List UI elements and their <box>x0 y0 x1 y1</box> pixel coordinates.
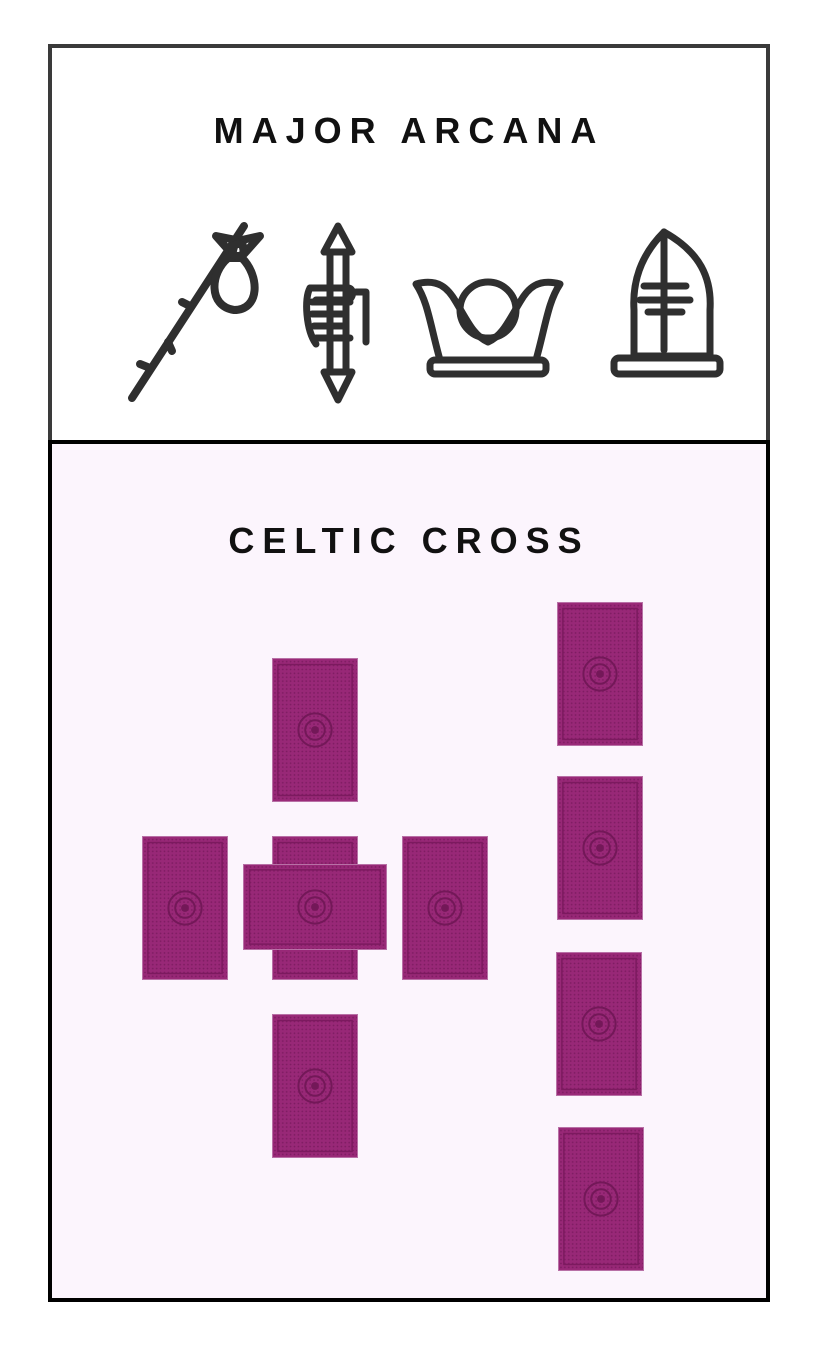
celtic-cross-panel: CELTIC CROSS <box>48 440 770 1302</box>
fool-staff-bundle-icon <box>110 218 270 408</box>
major-arcana-panel: MAJOR ARCANA <box>48 44 770 442</box>
celtic-cross-title: CELTIC CROSS <box>228 520 590 561</box>
card-foundation-position[interactable] <box>272 1014 358 1158</box>
card-staff-environment[interactable] <box>556 952 642 1096</box>
hierophant-mitre-icon <box>590 218 750 408</box>
magician-wand-hand-icon <box>262 218 382 408</box>
card-challenge-position[interactable] <box>243 864 387 950</box>
card-staff-self[interactable] <box>558 1127 644 1271</box>
card-future-position[interactable] <box>402 836 488 980</box>
high-priestess-crown-icon <box>408 218 568 408</box>
card-staff-hopes[interactable] <box>557 776 643 920</box>
card-past-position[interactable] <box>142 836 228 980</box>
card-crown-position[interactable] <box>272 658 358 802</box>
card-staff-outcome[interactable] <box>557 602 643 746</box>
major-arcana-title: MAJOR ARCANA <box>213 110 605 151</box>
